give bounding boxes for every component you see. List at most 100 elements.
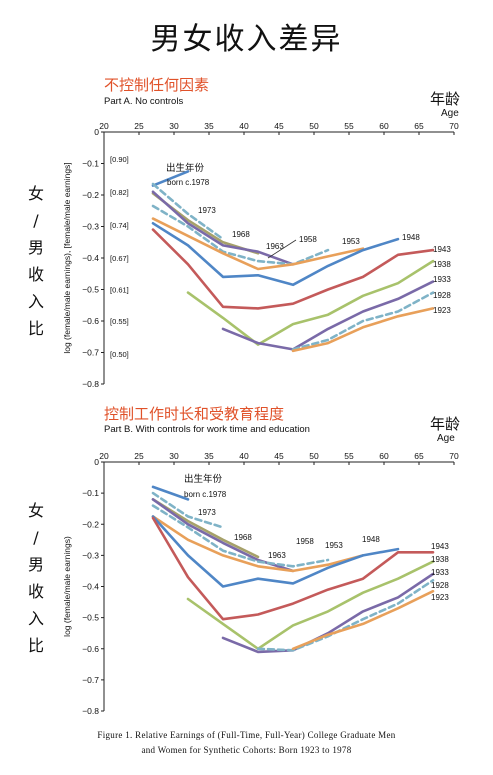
ratio-label: [0.50] (110, 350, 129, 359)
panel-a-age-en: Age (441, 108, 459, 119)
panel-b-age-en: Age (437, 433, 455, 444)
series-line-1973 (151, 182, 225, 241)
series-label-1953: 1953 (342, 237, 360, 246)
x-tick-label: 65 (414, 121, 424, 131)
series-line-1943 (151, 516, 435, 621)
ratio-label: [0.61] (110, 286, 129, 295)
series-line-1968 (151, 498, 260, 559)
vertical-char: / (33, 528, 39, 547)
x-tick-label: 50 (309, 451, 319, 461)
x-tick-label: 35 (204, 121, 214, 131)
panel-a-age-cn: 年龄 (430, 90, 461, 108)
series-line-1978 (151, 485, 190, 501)
x-tick-label: 70 (449, 451, 459, 461)
y-axis-label: log (female/male earnings) (62, 536, 72, 637)
series-label-1948: 1948 (362, 535, 380, 544)
x-tick-label: 60 (379, 121, 389, 131)
caption-line-2: and Women for Synthetic Cohorts: Born 19… (141, 745, 352, 755)
x-tick-label: 25 (134, 121, 144, 131)
series-line-1978 (151, 170, 190, 187)
caption-line-1: Figure 1. Relative Earnings of (Full-Tim… (97, 730, 396, 740)
x-tick-label: 40 (239, 451, 249, 461)
vertical-label-a: 女 / 男 收 入 比 (22, 180, 50, 342)
x-tick-label: 55 (344, 121, 354, 131)
x-tick-label: 70 (449, 121, 459, 131)
series-line-1923 (291, 307, 435, 353)
series-label-1968: 1968 (234, 533, 252, 542)
series-label-1928: 1928 (433, 291, 451, 300)
ratio-label: [0.90] (110, 155, 129, 164)
vertical-label-b: 女 / 男 收 入 比 (22, 497, 50, 659)
series-label-1943: 1943 (433, 245, 451, 254)
y-tick-label: −0.2 (82, 519, 99, 529)
x-tick-label: 55 (344, 451, 354, 461)
series-line-1963 (151, 190, 295, 266)
series-label-1933: 1933 (433, 275, 451, 284)
y-tick-label: −0.6 (82, 316, 99, 326)
panel-b-title-en: Part B. With controls for work time and … (104, 424, 310, 435)
ratio-label: [0.82] (110, 188, 129, 197)
series-label-1948: 1948 (402, 233, 420, 242)
series-line-1948 (151, 222, 400, 287)
vertical-char: 女 (27, 184, 44, 203)
series-label-1963: 1963 (268, 551, 286, 560)
series-line-1958 (151, 504, 330, 568)
page-title: 男女收入差异 (150, 22, 343, 57)
y-tick-label: 0 (94, 127, 99, 137)
panel-b-title-cn: 控制工作时长和受教育程度 (104, 405, 285, 423)
series-line-1928 (291, 291, 435, 351)
vertical-char: 男 (27, 238, 44, 257)
series-label-1933: 1933 (431, 568, 449, 577)
series-line-1948 (151, 515, 400, 588)
x-tick-label: 60 (379, 451, 389, 461)
series-line-1963 (151, 498, 295, 573)
series-label-1938: 1938 (433, 260, 451, 269)
label-pointer (267, 239, 297, 259)
y-axis-label: log (female/male earnings), [female/male… (62, 162, 72, 353)
x-tick-label: 35 (204, 451, 214, 461)
x-tick-label: 20 (99, 121, 109, 131)
x-tick-label: 20 (99, 451, 109, 461)
vertical-char: 比 (27, 319, 44, 338)
series-label-1968: 1968 (232, 230, 250, 239)
x-tick-label: 45 (274, 451, 284, 461)
series-line-1928 (256, 578, 435, 652)
y-tick-label: −0.7 (82, 348, 99, 358)
panel-b-age-cn: 年龄 (430, 415, 461, 433)
figure-caption: Figure 1. Relative Earnings of (Full-Tim… (0, 728, 493, 758)
x-tick-label: 65 (414, 451, 424, 461)
series-line-1933 (221, 280, 435, 351)
x-tick-label: 40 (239, 121, 249, 131)
vertical-char: 男 (27, 555, 44, 574)
vertical-char: 女 (27, 501, 44, 520)
born-label-cn: 出生年份 (166, 162, 205, 174)
ratio-label: [0.55] (110, 317, 129, 326)
vertical-char: 收 (27, 582, 44, 601)
y-tick-label: 0 (94, 457, 99, 467)
vertical-char: 入 (27, 609, 44, 628)
vertical-char: 入 (27, 292, 44, 311)
y-tick-label: −0.2 (82, 190, 99, 200)
vertical-char: / (33, 211, 39, 230)
y-tick-label: −0.4 (82, 253, 99, 263)
series-line-1943 (151, 228, 435, 310)
y-tick-label: −0.3 (82, 222, 99, 232)
series-line-1933 (221, 572, 435, 654)
y-tick-label: −0.5 (82, 613, 99, 623)
born-label-cn: 出生年份 (184, 473, 223, 485)
series-label-1943: 1943 (431, 542, 449, 551)
y-tick-label: −0.6 (82, 644, 99, 654)
x-tick-label: 25 (134, 451, 144, 461)
vertical-char: 比 (27, 636, 44, 655)
series-line-1938 (186, 259, 435, 346)
series-line-1953 (151, 217, 365, 271)
ratio-label: [0.74] (110, 221, 129, 230)
vertical-char: 收 (27, 265, 44, 284)
y-tick-label: −0.7 (82, 675, 99, 685)
series-label-1973: 1973 (198, 206, 216, 215)
series-line-1938 (186, 560, 435, 651)
series-label-1973: 1973 (198, 508, 216, 517)
series-label-1953: 1953 (325, 541, 343, 550)
series-label-1958: 1958 (299, 235, 317, 244)
x-tick-label: 30 (169, 121, 179, 131)
